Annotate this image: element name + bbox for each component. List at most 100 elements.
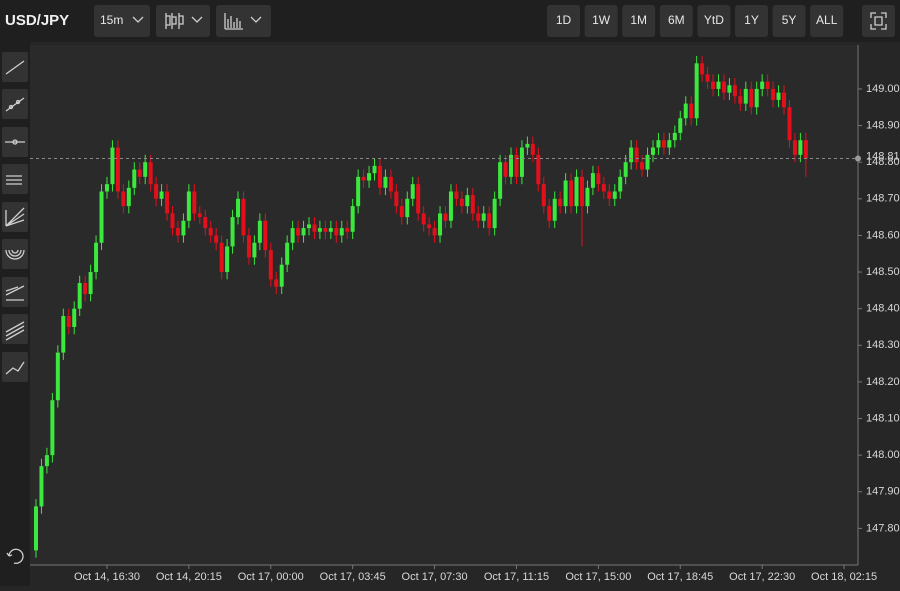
y-tick-label: 148.70 (866, 193, 900, 205)
range-button[interactable]: 6M (659, 5, 693, 37)
range-button[interactable]: 5Y (772, 5, 806, 37)
candle-body (356, 176, 361, 207)
candle-body (257, 220, 262, 243)
candle-body (438, 213, 443, 236)
candle-body (296, 228, 301, 236)
candle-body (503, 162, 508, 177)
candle-body (519, 147, 524, 177)
candle-body (236, 198, 241, 218)
candle-body (623, 162, 628, 177)
interval-button[interactable]: 15m (94, 5, 150, 37)
candle-body (782, 92, 787, 108)
candle-body (170, 213, 175, 229)
candle-body (552, 198, 557, 221)
tool-pitchfork[interactable] (2, 314, 28, 344)
candle-body (640, 162, 645, 170)
y-tick-label: 147.80 (866, 522, 900, 534)
candle-body (596, 173, 601, 185)
range-button[interactable]: ALL (810, 5, 844, 37)
candle-body (94, 242, 99, 273)
candle-body (650, 147, 655, 155)
candle-body (760, 81, 765, 89)
y-tick-label: 148.60 (866, 229, 900, 241)
chart-type-button[interactable] (156, 5, 210, 37)
tool-fan[interactable] (2, 202, 28, 232)
candle-body (601, 184, 606, 192)
range-button[interactable]: 1M (622, 5, 656, 37)
range-button[interactable]: 1W (584, 5, 618, 37)
candle-body (672, 132, 677, 141)
candle-body (541, 184, 546, 207)
range-label: 1D (556, 13, 572, 27)
plot-area (30, 45, 858, 565)
range-button[interactable]: 1D (547, 5, 580, 37)
x-tick-label: Oct 18, 02:15 (811, 571, 877, 583)
candle-body (203, 217, 208, 229)
range-button-bg (735, 5, 768, 37)
candle-body (175, 228, 180, 236)
candle-body (738, 96, 743, 104)
candle-body (83, 283, 88, 295)
candle-body (727, 85, 732, 93)
candle-body (536, 154, 541, 185)
tool-reset[interactable] (6, 548, 24, 564)
candle-body (312, 224, 317, 232)
candle-body (361, 176, 366, 181)
y-tick-label: 148.10 (866, 412, 900, 424)
range-button-bg (622, 5, 656, 37)
candle-body (498, 162, 503, 199)
range-label: 6M (668, 13, 685, 27)
candle-body (137, 169, 142, 177)
candle-body (580, 176, 584, 207)
candle-body (214, 235, 219, 243)
last-price-dot (855, 155, 861, 162)
candle-body (39, 466, 44, 507)
candle-body (569, 180, 574, 207)
range-button-bg (659, 5, 693, 37)
candle-body (115, 147, 120, 192)
candle-body (771, 88, 776, 100)
tool-channel[interactable] (2, 164, 28, 194)
range-button[interactable]: 1Y (735, 5, 768, 37)
candle-body (749, 88, 754, 108)
indicator-button[interactable] (216, 5, 271, 37)
candle-body (448, 191, 453, 221)
tool-path[interactable] (2, 352, 28, 382)
x-tick-label: Oct 17, 11:15 (484, 571, 549, 583)
tool-ray[interactable] (2, 89, 28, 119)
candle-body (427, 224, 432, 229)
x-tick-label: Oct 17, 22:30 (729, 571, 795, 583)
tool-line[interactable] (2, 52, 28, 82)
tool-arc[interactable] (2, 239, 28, 269)
y-tick-label: 148.20 (866, 376, 900, 388)
candle-body (285, 242, 290, 265)
last-price-label: 148.81 (866, 150, 900, 162)
candle-body (629, 147, 634, 163)
range-button[interactable]: YtD (697, 5, 731, 37)
candle-body (165, 191, 170, 214)
candle-body (383, 176, 388, 188)
tool-hline[interactable] (2, 127, 28, 157)
x-tick-label: Oct 17, 00:00 (238, 571, 304, 583)
candle-body (459, 198, 464, 207)
range-buttons: 1D 1W 1M 6M YtD 1Y 5Y ALL (547, 5, 844, 37)
candle-body (328, 228, 333, 232)
candle-body (34, 506, 38, 551)
y-tick-label: 148.40 (866, 303, 900, 315)
tool-fib[interactable] (2, 277, 28, 307)
fullscreen-button[interactable] (862, 5, 895, 37)
candle-body (104, 184, 109, 192)
candle-body (225, 246, 230, 273)
candle-body (618, 176, 623, 192)
candle-body (399, 206, 404, 218)
candle-body (110, 147, 115, 185)
candle-body (263, 220, 268, 251)
candle-body (432, 228, 437, 236)
candle-body (721, 81, 726, 93)
drawing-tools (0, 42, 30, 586)
candle-body (367, 173, 372, 181)
candle-body (754, 88, 759, 108)
candle-body (574, 176, 579, 207)
candle-body (645, 154, 650, 170)
